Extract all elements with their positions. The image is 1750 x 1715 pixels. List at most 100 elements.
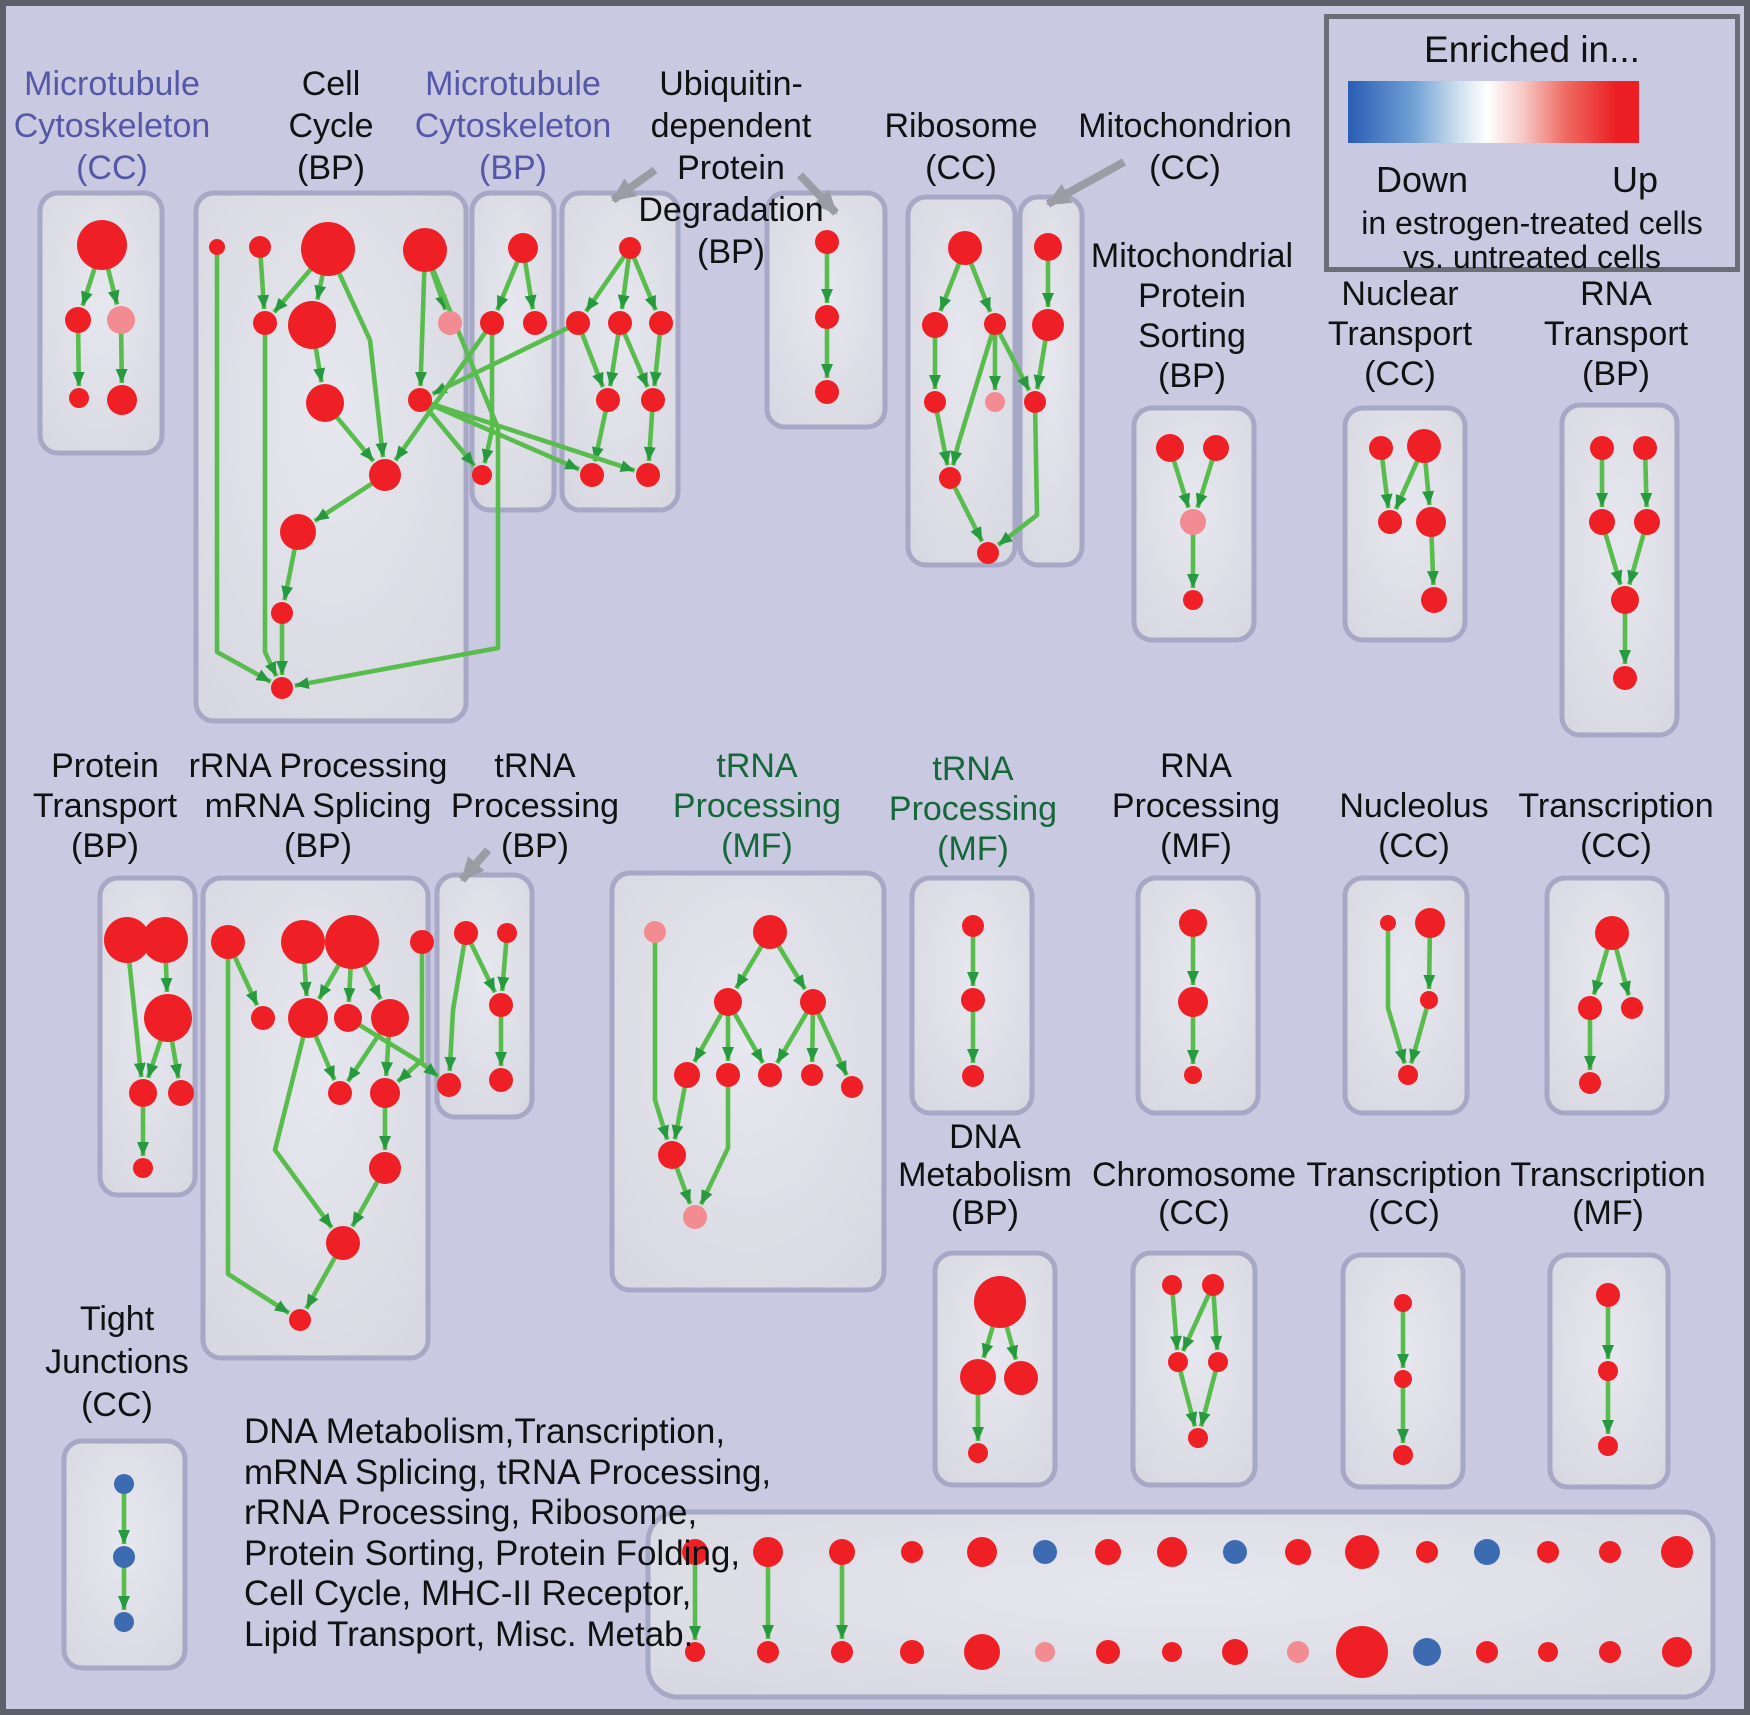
legend-title: Enriched in... (1424, 29, 1640, 70)
graph-node-nuclear-transport-0 (1369, 436, 1393, 460)
graph-node-cell-cycle-10 (280, 514, 316, 550)
graph-node-rrna-6 (334, 1004, 362, 1032)
graph-node-misc-box-16 (685, 1642, 705, 1662)
graph-node-misc-box-31 (1662, 1637, 1692, 1667)
legend-subtitle-line2: vs. untreated cells (1403, 239, 1661, 275)
graph-node-trna-bp-0 (454, 921, 478, 945)
graph-node-tight-junctions-1 (113, 1546, 135, 1568)
cluster-box-dna-metab (932, 1250, 1058, 1488)
graph-edge (431, 320, 580, 396)
graph-node-mt-bp-3 (472, 465, 492, 485)
graph-node-ubi-b-2 (815, 380, 839, 404)
cluster-label-cell-cycle: Cell Cycle (BP) (288, 65, 373, 187)
graph-node-transcription-mf-0 (1596, 1283, 1620, 1307)
graph-node-misc-box-30 (1599, 1641, 1621, 1663)
graph-node-rna-proc-mf-2 (1184, 1066, 1202, 1084)
graph-edge (325, 248, 388, 458)
graph-edge (444, 932, 469, 1072)
graph-node-ribosome-4 (985, 392, 1005, 412)
graph-node-trna-mf-1-7 (801, 1064, 823, 1086)
graph-node-ubi-a-0 (619, 237, 641, 259)
graph-node-rrna-12 (289, 1309, 311, 1331)
graph-node-trna-bp-1 (497, 923, 517, 943)
graph-node-misc-box-27 (1413, 1638, 1441, 1666)
graph-node-mt-bp-2 (523, 311, 547, 335)
graph-node-nucleolus-3 (1398, 1065, 1418, 1085)
cluster-box-ribosome (905, 194, 1018, 568)
cluster-label-trna-mf-1: tRNA Processing (MF) (673, 747, 841, 865)
graph-edge (1385, 923, 1407, 1065)
graph-node-misc-box-26 (1336, 1626, 1388, 1678)
graph-node-rrna-8 (328, 1081, 352, 1105)
graph-node-rna-transport-4 (1611, 586, 1639, 614)
cluster-box-nucleolus (1342, 875, 1470, 1116)
graph-node-ribosome-5 (939, 467, 961, 489)
graph-node-misc-box-14 (1599, 1541, 1621, 1563)
graph-node-transcription-mf-1 (1598, 1361, 1618, 1381)
graph-node-mito-sorting-2 (1180, 509, 1206, 535)
graph-edge (393, 321, 494, 462)
graph-node-misc-box-20 (964, 1634, 1000, 1670)
graph-node-rna-transport-2 (1589, 509, 1615, 535)
graph-edge (1408, 999, 1432, 1065)
misc-line: Cell Cycle, MHC-II Receptor, (244, 1574, 692, 1613)
graph-node-ubi-b-0 (815, 230, 839, 254)
graph-node-rna-transport-3 (1634, 509, 1660, 535)
cluster-label-nuclear-transport: Nuclear Transport (CC) (1328, 275, 1473, 393)
graph-node-mitochondrion-1 (1032, 309, 1064, 341)
cluster-labels: Microtubule Cytoskeleton (CC) Cell Cycle (BP)… (14, 65, 1714, 1424)
graph-node-misc-box-7 (1157, 1537, 1187, 1567)
graph-node-ribosome-2 (984, 313, 1006, 335)
graph-node-cell-cycle-7 (306, 384, 344, 422)
graph-node-ubi-a-6 (580, 463, 604, 487)
graph-node-misc-box-11 (1416, 1541, 1438, 1563)
graph-node-misc-box-8 (1223, 1540, 1247, 1564)
graph-node-trna-mf-1-4 (674, 1062, 700, 1088)
graph-node-misc-box-15 (1661, 1536, 1693, 1568)
graph-node-chromosome-3 (1208, 1352, 1228, 1372)
graph-node-cell-cycle-1 (249, 236, 271, 258)
label-pointer-arrow (1046, 158, 1126, 208)
graph-edge (1175, 1361, 1198, 1427)
graph-node-mt-bp-0 (508, 233, 538, 263)
graph-node-trna-mf-1-3 (800, 989, 826, 1015)
graph-edge (1169, 1284, 1182, 1351)
graph-edge (950, 323, 998, 466)
graph-node-misc-box-0 (682, 1539, 708, 1565)
graph-node-rrna-4 (251, 1006, 275, 1030)
cluster-label-protein-transport: Protein Transport (BP) (33, 747, 178, 865)
graph-edge (627, 247, 658, 311)
graph-node-transcription-cc-top-0 (1595, 916, 1629, 950)
graph-node-trna-mf-1-10 (683, 1205, 707, 1229)
legend-gradient-bar (1348, 81, 1639, 143)
graph-node-trna-bp-3 (437, 1073, 461, 1097)
graph-node-misc-box-29 (1538, 1642, 1558, 1662)
graph-node-mt-cc-0 (77, 220, 127, 270)
graph-node-ribosome-1 (922, 312, 948, 338)
graph-node-dna-metab-0 (974, 1276, 1026, 1328)
graph-node-cell-cycle-12 (271, 677, 293, 699)
graph-edge (652, 932, 670, 1141)
cluster-box-transcription-cc-top (1544, 875, 1670, 1116)
graph-node-cell-cycle-2 (301, 222, 355, 276)
legend-subtitle-line1: in estrogen-treated cells (1361, 205, 1703, 241)
graph-node-transcription-cc-bot-2 (1393, 1445, 1413, 1465)
cluster-label-chromosome: Chromosome (CC) (1092, 1156, 1296, 1232)
graph-node-trna-mf-1-0 (644, 921, 666, 943)
misc-line: Lipid Transport, Misc. Metab. (244, 1614, 694, 1654)
graph-node-misc-box-1 (753, 1537, 783, 1567)
graph-node-dna-metab-1 (960, 1359, 996, 1395)
graph-node-trna-mf-2-1 (961, 988, 985, 1012)
graph-node-misc-box-10 (1345, 1535, 1379, 1569)
graph-node-mitochondrion-0 (1034, 233, 1062, 261)
cluster-label-mito-sorting: Mitochondrial Protein Sorting (BP) (1091, 237, 1293, 395)
cluster-label-trna-mf-2: tRNA Processing (MF) (889, 750, 1057, 868)
cluster-label-mitochondrion: Mitochondrion (CC) (1078, 107, 1292, 187)
graph-node-nuclear-transport-1 (1407, 429, 1441, 463)
cluster-label-trna-bp: tRNA Processing (BP) (451, 747, 619, 865)
graph-node-trna-mf-1-1 (753, 915, 787, 949)
cluster-box-mt-cc (37, 190, 165, 456)
graph-node-trna-bp-4 (489, 1068, 513, 1092)
cluster-label-rna-proc-mf: RNA Processing (MF) (1112, 747, 1280, 865)
